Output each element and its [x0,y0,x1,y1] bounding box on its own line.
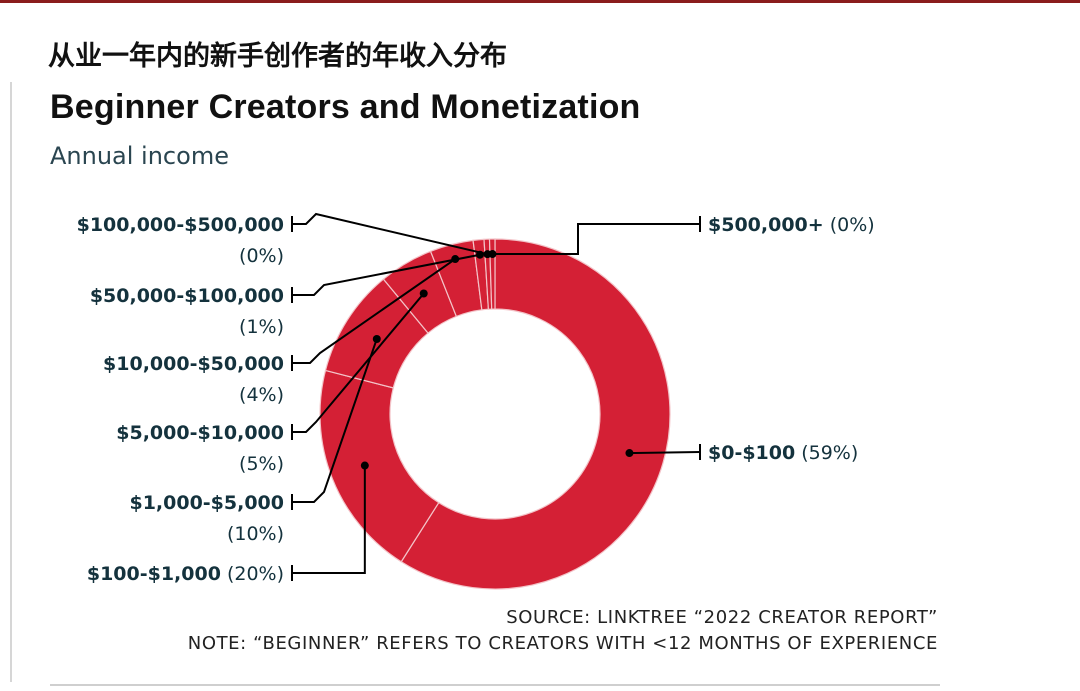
pct-100-000-500-000: (0%) [239,245,284,267]
leader-line-0-100 [629,451,701,455]
source-note: SOURCE: LINKTREE “2022 CREATOR REPORT” [506,607,938,628]
label-100-000-500-000: $100,000-$500,000 [77,214,284,236]
pct-50-000-100-000: (1%) [239,316,284,338]
slice-0-100 [400,238,671,590]
leader-line-1-000-5-000 [292,338,378,503]
leader-line-100-1-000 [292,465,366,574]
pct-5-000-10-000: (5%) [239,453,284,475]
label-5-000-10-000: $5,000-$10,000 [116,422,284,444]
pct-10-000-50-000: (4%) [239,384,284,406]
chart-subtitle: Annual income [50,142,229,170]
leader-line-100-000-500-000 [292,212,488,256]
leader-lines [291,212,701,581]
donut-slices [319,238,671,590]
pct-1-000-5-000: (10%) [227,523,284,545]
leader-line-500-000 [492,223,700,256]
label-0-100: $0-$100 (59%) [708,442,858,464]
chart-title-chinese: 从业一年内的新手创作者的年收入分布 [48,41,507,72]
leader-line-5-000-10-000 [292,292,425,433]
leader-line-10-000-50-000 [292,258,456,364]
label-500-000: $500,000+ (0%) [708,214,875,236]
label-10-000-50-000: $10,000-$50,000 [103,353,284,375]
label-1-000-5-000: $1,000-$5,000 [129,492,284,514]
leader-line-50-000-100-000 [292,253,481,296]
bottom-rule [50,684,940,686]
chart-title: Beginner Creators and Monetization [50,88,641,126]
label-50-000-100-000: $50,000-$100,000 [90,285,284,307]
top-rule [0,0,1080,3]
label-100-1-000: $100-$1,000 (20%) [87,563,284,585]
left-rule [10,82,12,682]
definition-note: NOTE: “BEGINNER” REFERS TO CREATORS WITH… [187,633,938,654]
slice-labels: $0-$100 (59%) $100-$1,000 (20%) $1,000-$5,00… [77,214,875,585]
